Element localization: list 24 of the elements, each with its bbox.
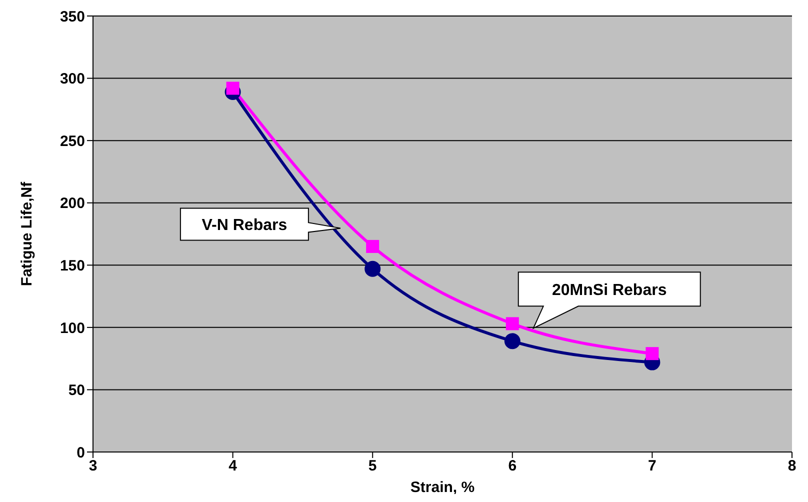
- point: [646, 347, 659, 360]
- x-tick-label: 4: [228, 458, 238, 475]
- y-tick-label: 150: [60, 257, 85, 274]
- y-axis-title: Fatigue Life,Nf: [18, 180, 36, 286]
- y-tick-label: 300: [60, 70, 85, 88]
- x-tick-label: 6: [508, 458, 517, 475]
- x-tick-label: 7: [648, 458, 656, 475]
- y-tick-label: 350: [60, 8, 85, 26]
- x-tick-label: 8: [788, 458, 796, 475]
- series-label: V-N Rebars: [202, 217, 288, 234]
- y-tick-label: 50: [68, 382, 85, 400]
- y-tick-label: 100: [60, 320, 85, 337]
- point: [366, 240, 380, 253]
- x-axis-title: Strain, %: [410, 479, 475, 496]
- x-tick-label: 3: [88, 458, 98, 475]
- x-tick-label: 5: [368, 458, 377, 475]
- point: [504, 333, 520, 350]
- text: 20MnSi Rebars: [552, 282, 667, 300]
- y-tick-label: 250: [60, 132, 85, 150]
- point: [226, 82, 240, 95]
- y-tick-label: 0: [76, 444, 85, 462]
- point: [364, 260, 381, 277]
- y-tick-label: 200: [60, 195, 85, 212]
- point: [506, 317, 519, 330]
